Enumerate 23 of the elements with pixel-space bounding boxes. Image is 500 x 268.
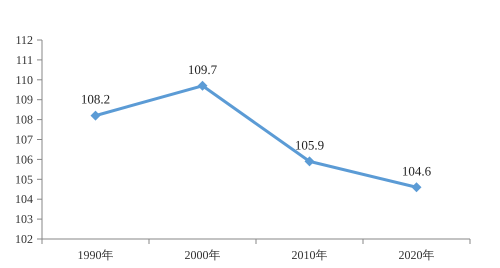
point <box>198 80 208 91</box>
y-tick-label: 107 <box>15 132 33 146</box>
x-tick-label: 2000年 <box>184 248 220 262</box>
y-tick-label: 102 <box>15 232 33 246</box>
y-tick-label: 111 <box>16 52 33 67</box>
point <box>412 182 422 192</box>
y-tick-label: 104 <box>15 192 33 206</box>
y-tick-label: 108 <box>15 112 33 127</box>
y-tick-label: 106 <box>15 152 33 166</box>
point <box>304 156 314 166</box>
x-tick-label: 2010年 <box>292 248 328 262</box>
y-tick-label: 109 <box>15 92 33 107</box>
x-tick-label: 1990年 <box>78 248 114 262</box>
data-label: 108.2 <box>80 92 110 107</box>
point <box>90 110 100 121</box>
y-tick-label: 105 <box>15 172 33 186</box>
data-label: 104.6 <box>402 163 432 178</box>
y-tick-label: 110 <box>15 72 33 87</box>
x-tick-label: 2020年 <box>398 248 434 262</box>
y-tick-label: 103 <box>15 212 33 226</box>
data-label: 105.9 <box>294 137 324 152</box>
y-tick-label: 112 <box>15 33 33 47</box>
data-label: 109.7 <box>188 62 218 77</box>
